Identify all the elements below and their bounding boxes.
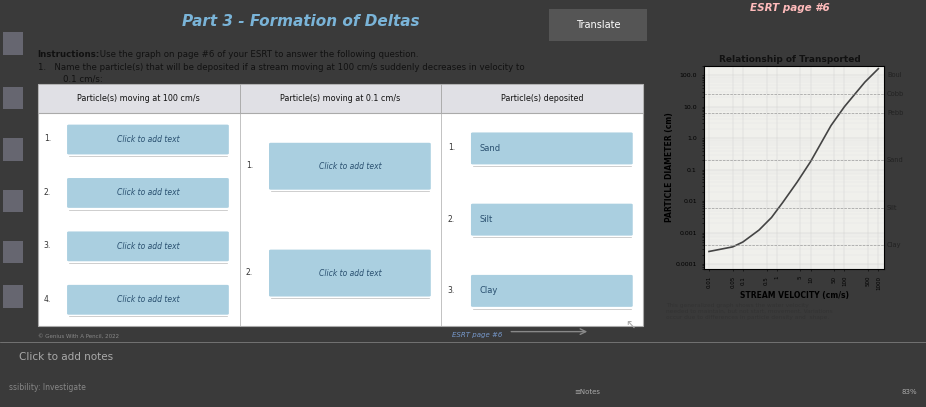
FancyBboxPatch shape (471, 275, 632, 307)
FancyBboxPatch shape (269, 249, 431, 297)
Text: 0.1 cm/s:: 0.1 cm/s: (63, 74, 103, 83)
Bar (240, 84, 442, 113)
Text: 1.: 1. (44, 134, 51, 143)
Text: Click to add text: Click to add text (117, 188, 180, 197)
Text: Click to add text: Click to add text (319, 269, 382, 278)
Text: 3.: 3. (44, 241, 51, 250)
FancyBboxPatch shape (67, 125, 229, 154)
FancyBboxPatch shape (471, 204, 632, 236)
Text: Pebb: Pebb (887, 110, 904, 116)
Text: Relationship of Transported
Particle Size to Water Velocity: Relationship of Transported Particle Siz… (712, 55, 867, 75)
Text: Click to add notes: Click to add notes (19, 352, 113, 363)
Text: ESRT page #6: ESRT page #6 (749, 3, 830, 13)
Text: Sand: Sand (887, 157, 904, 163)
Bar (3, 241, 22, 263)
Text: Instructions:: Instructions: (38, 50, 100, 59)
Text: Particle(s) moving at 100 cm/s: Particle(s) moving at 100 cm/s (77, 94, 200, 103)
Text: 4.: 4. (44, 295, 51, 304)
Text: Sand: Sand (479, 144, 500, 153)
Text: ESRT page #6: ESRT page #6 (452, 333, 502, 339)
Text: 2.: 2. (448, 214, 455, 223)
Y-axis label: PARTICLE DIAMETER (cm): PARTICLE DIAMETER (cm) (665, 112, 674, 222)
FancyBboxPatch shape (67, 178, 229, 208)
Bar (3, 33, 22, 55)
Text: Particle(s) moving at 0.1 cm/s: Particle(s) moving at 0.1 cm/s (281, 94, 401, 103)
Text: Click to add text: Click to add text (117, 242, 180, 251)
FancyBboxPatch shape (67, 285, 229, 315)
Bar (3, 138, 22, 161)
Bar (3, 190, 22, 212)
X-axis label: STREAM VELOCITY (cm/s): STREAM VELOCITY (cm/s) (740, 291, 848, 300)
Bar (3, 285, 22, 308)
Text: ssibility: Investigate: ssibility: Investigate (9, 383, 86, 392)
Text: Click to add text: Click to add text (319, 162, 382, 171)
Text: Part 3 - Formation of Deltas: Part 3 - Formation of Deltas (182, 14, 420, 28)
Bar (3, 87, 22, 109)
Text: Boul: Boul (887, 72, 902, 78)
Text: 3.: 3. (448, 286, 455, 295)
Text: Use the graph on page #6 of your ESRT to answer the following question.: Use the graph on page #6 of your ESRT to… (97, 50, 419, 59)
FancyBboxPatch shape (471, 132, 632, 164)
Text: © Genius With A Pencil, 2022: © Genius With A Pencil, 2022 (38, 333, 119, 339)
Text: Clay: Clay (887, 242, 902, 248)
Text: 1.: 1. (448, 143, 455, 152)
Text: Clay: Clay (479, 287, 497, 295)
Text: Click to add text: Click to add text (117, 295, 180, 304)
Text: 1.   Name the particle(s) that will be deposited if a stream moving at 100 cm/s : 1. Name the particle(s) that will be dep… (38, 63, 524, 72)
Text: ↖: ↖ (626, 318, 636, 331)
Text: Cobb: Cobb (887, 91, 905, 97)
FancyBboxPatch shape (269, 143, 431, 190)
FancyBboxPatch shape (67, 232, 229, 261)
FancyBboxPatch shape (549, 9, 646, 41)
Text: Particle(s) deposited: Particle(s) deposited (501, 94, 583, 103)
Text: Silt: Silt (479, 215, 493, 224)
Bar (38, 84, 644, 326)
Text: 2.: 2. (245, 268, 253, 277)
Text: Translate: Translate (576, 20, 620, 30)
Text: This generalized graph shows the water velocity
needed to maintain, but not star: This generalized graph shows the water v… (667, 303, 833, 320)
Text: 83%: 83% (901, 389, 917, 395)
Text: Click to add text: Click to add text (117, 135, 180, 144)
Bar (38, 84, 240, 113)
Text: ≡Notes: ≡Notes (574, 389, 600, 395)
Text: 2.: 2. (44, 188, 51, 197)
Text: 1.: 1. (245, 161, 253, 170)
Bar (442, 84, 644, 113)
Text: Silt: Silt (887, 205, 897, 211)
